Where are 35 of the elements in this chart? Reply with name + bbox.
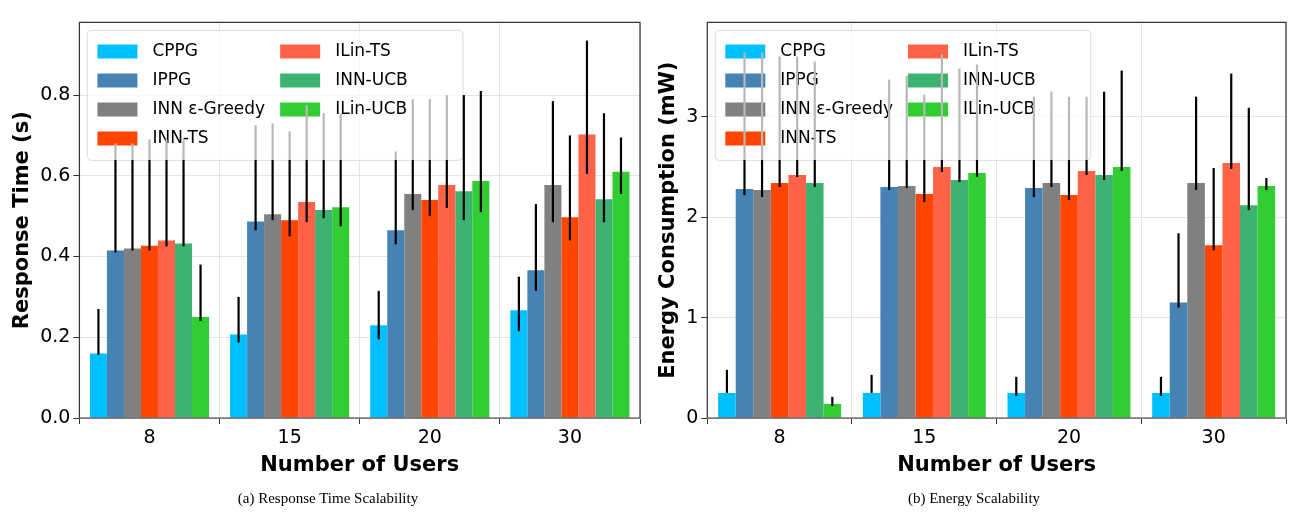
x-tick-label: 30	[557, 425, 583, 448]
y-tick-label: 0.6	[40, 162, 71, 185]
x-axis-title: Number of Users	[897, 451, 1097, 476]
y-tick-label: 0	[686, 404, 699, 427]
legend-label: ILin-UCB	[963, 97, 1036, 118]
x-tick-label: 15	[912, 425, 937, 448]
x-tick-label: 8	[773, 425, 786, 448]
legend-label: CPPG	[780, 39, 826, 60]
legend-label: INN ε-Greedy	[780, 97, 894, 118]
y-tick-label: 2	[686, 204, 699, 227]
x-tick-label: 20	[1056, 425, 1082, 448]
legend-label: IPPG	[152, 68, 192, 89]
y-axis-title: Response Time (s)	[9, 111, 34, 330]
legend-label: CPPG	[152, 39, 198, 60]
y-axis-title: Energy Consumption (mW)	[655, 61, 680, 379]
text: (b) Energy Scalability	[907, 490, 1041, 507]
legend-label: INN-TS	[780, 126, 837, 147]
x-tick-label: 8	[143, 425, 156, 448]
legend-label: INN-UCB	[335, 68, 408, 89]
x-tick-label: 15	[277, 425, 302, 448]
x-axis-title: Number of Users	[260, 451, 460, 476]
text: (a) Response Time Scalability	[237, 490, 419, 507]
y-tick-label: 0.4	[40, 243, 71, 266]
legend-label: ILin-TS	[963, 39, 1019, 60]
x-tick-label: 30	[1201, 425, 1226, 448]
y-tick-label: 0.2	[40, 324, 71, 347]
y-tick-label: 1	[686, 304, 699, 327]
x-tick-label: 20	[417, 425, 442, 448]
legend-label: INN ε-Greedy	[152, 97, 266, 118]
y-tick-label: 0.8	[40, 82, 71, 104]
y-tick-label: 3	[686, 103, 699, 126]
legend-label: INN-TS	[152, 126, 209, 147]
legend-label: ILin-UCB	[335, 97, 408, 118]
legend-label: ILin-TS	[335, 39, 391, 60]
y-tick-label: 0.0	[40, 404, 71, 427]
